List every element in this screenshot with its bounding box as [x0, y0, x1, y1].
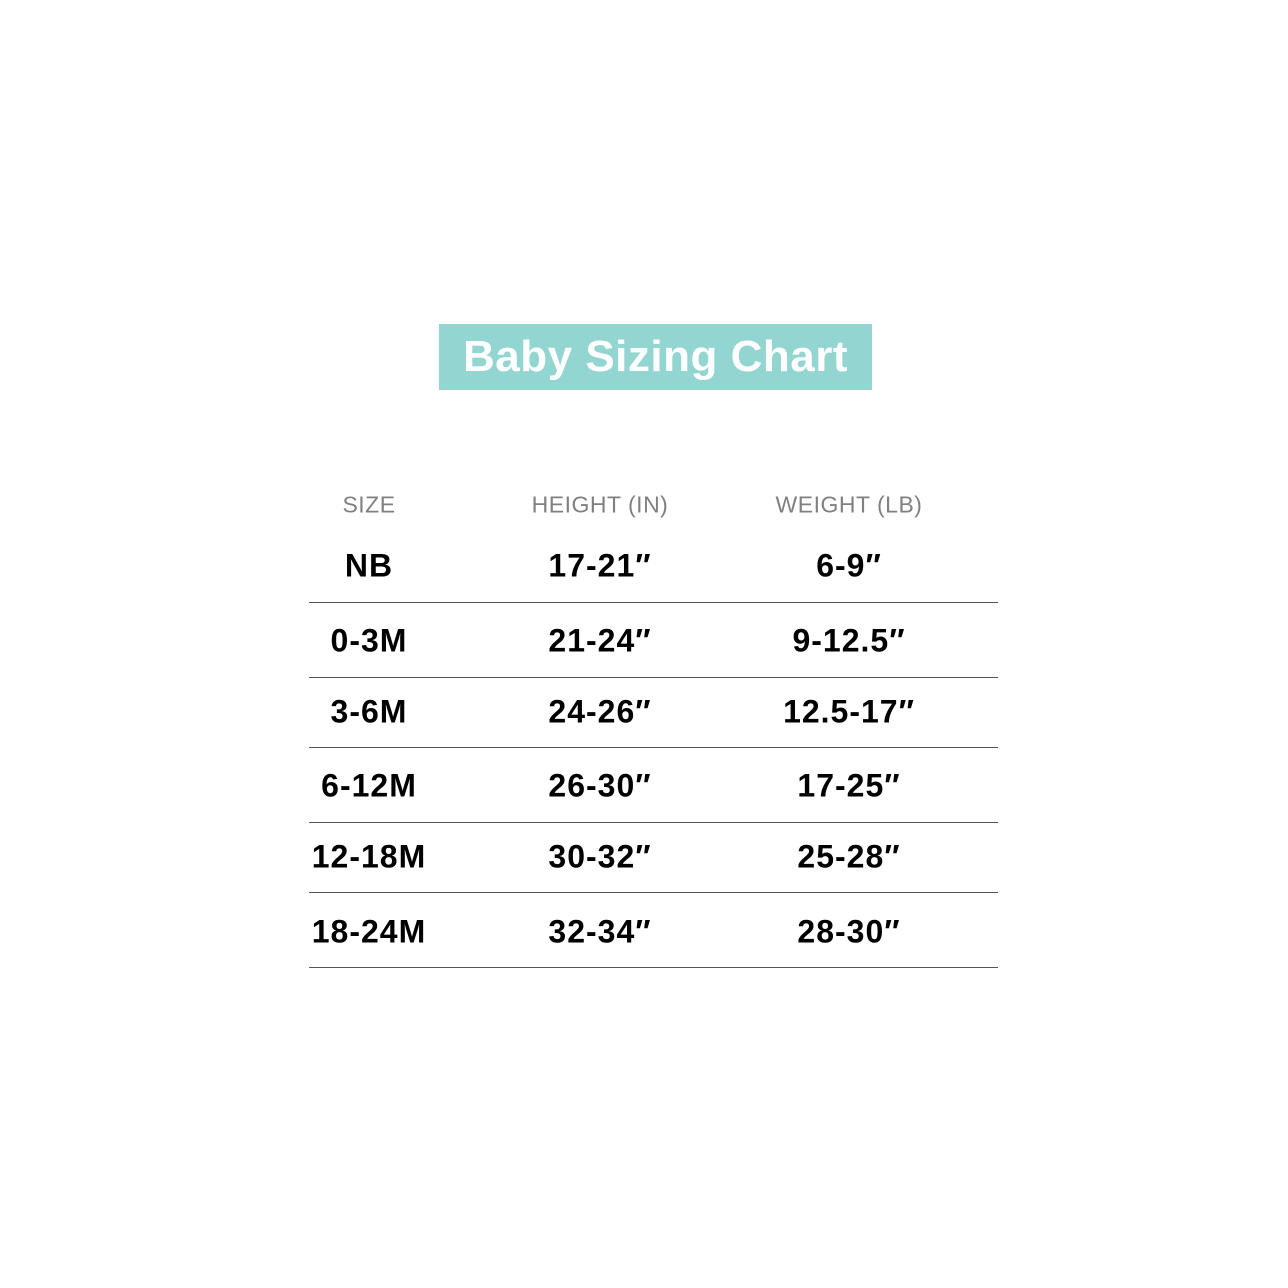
row-divider	[309, 602, 998, 603]
table-cell-height: 26-30″	[548, 767, 652, 804]
table-cell-size: 0-3M	[330, 622, 408, 659]
table-cell-weight: 6-9″	[816, 547, 882, 584]
table-cell-weight: 9-12.5″	[792, 622, 906, 659]
table-cell-size: 18-24M	[311, 913, 427, 950]
table-cell-height: 32-34″	[548, 913, 652, 950]
column-header-height: HEIGHT (IN)	[531, 491, 669, 518]
table-cell-height: 17-21″	[548, 547, 652, 584]
table-cell-size: 12-18M	[311, 838, 427, 875]
title-banner: Baby Sizing Chart	[439, 324, 872, 390]
column-header-weight: WEIGHT (LB)	[775, 491, 923, 518]
table-cell-weight: 12.5-17″	[783, 693, 915, 730]
table-cell-height: 30-32″	[548, 838, 652, 875]
table-cell-size: NB	[344, 547, 394, 584]
table-cell-height: 24-26″	[548, 693, 652, 730]
table-cell-size: 6-12M	[321, 767, 417, 804]
row-divider	[309, 747, 998, 748]
column-header-size: SIZE	[342, 491, 396, 518]
chart-title: Baby Sizing Chart	[463, 332, 848, 381]
table-cell-weight: 17-25″	[797, 767, 901, 804]
table-cell-weight: 25-28″	[797, 838, 901, 875]
row-divider	[309, 967, 998, 968]
row-divider	[309, 822, 998, 823]
row-divider	[309, 892, 998, 893]
table-cell-height: 21-24″	[548, 622, 652, 659]
table-cell-size: 3-6M	[330, 693, 408, 730]
table-cell-weight: 28-30″	[797, 913, 901, 950]
row-divider	[309, 677, 998, 678]
